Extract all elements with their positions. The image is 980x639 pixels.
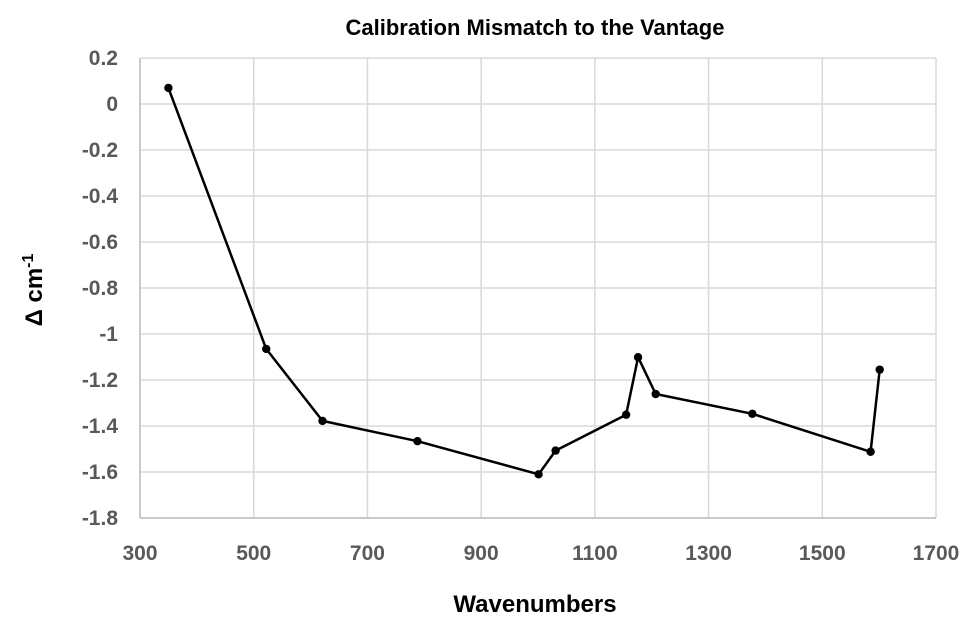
data-point xyxy=(262,344,271,354)
data-point xyxy=(164,83,173,93)
y-tick-label: -0.2 xyxy=(82,139,118,162)
data-series xyxy=(164,83,884,479)
y-tick-label: 0 xyxy=(106,93,118,116)
axes xyxy=(139,58,936,519)
y-tick-label: -1 xyxy=(99,323,118,346)
y-tick-label: -1.4 xyxy=(82,415,119,438)
x-axis-label: Wavenumbers xyxy=(453,591,616,618)
x-tick-labels: 300 500 700 900 1100 1300 1500 1700 xyxy=(122,542,959,565)
data-point xyxy=(413,436,422,446)
y-tick-label: -1.6 xyxy=(82,461,118,484)
y-axis-label: Δ cm-1 xyxy=(20,253,48,326)
y-tick-label: -1.8 xyxy=(82,507,119,530)
x-tick-label: 1500 xyxy=(799,542,846,565)
data-point xyxy=(621,410,631,419)
x-tick-label: 500 xyxy=(236,542,271,565)
x-tick-label: 700 xyxy=(350,542,385,565)
series-line xyxy=(167,87,881,476)
y-tick-label: -0.8 xyxy=(82,277,119,300)
x-tick-label: 300 xyxy=(122,542,157,565)
x-tick-label: 1300 xyxy=(685,542,732,565)
y-axis-label-base: Δ cm xyxy=(21,268,48,327)
y-tick-labels: 0.2 0 -0.2 -0.4 -0.6 -0.8 -1 -1.2 -1.4 -1.6 -1.8 xyxy=(82,47,119,530)
data-point xyxy=(866,447,875,456)
data-point xyxy=(318,416,327,426)
x-tick-label: 1100 xyxy=(572,542,618,565)
gridlines xyxy=(139,57,937,519)
data-point xyxy=(551,446,560,455)
x-tick-label: 1700 xyxy=(913,542,960,565)
x-tick-label: 900 xyxy=(464,542,499,565)
data-point xyxy=(748,409,757,419)
data-point xyxy=(651,389,660,399)
data-point xyxy=(534,470,543,479)
chart-title: Calibration Mismatch to the Vantage xyxy=(346,15,725,40)
y-tick-label: -0.4 xyxy=(82,185,119,208)
y-tick-label: 0.2 xyxy=(89,47,118,70)
data-point xyxy=(633,353,643,362)
y-tick-label: -0.6 xyxy=(82,231,118,254)
y-tick-label: -1.2 xyxy=(82,369,118,392)
y-axis-label-superscript: -1 xyxy=(20,253,37,267)
data-point xyxy=(875,365,884,374)
